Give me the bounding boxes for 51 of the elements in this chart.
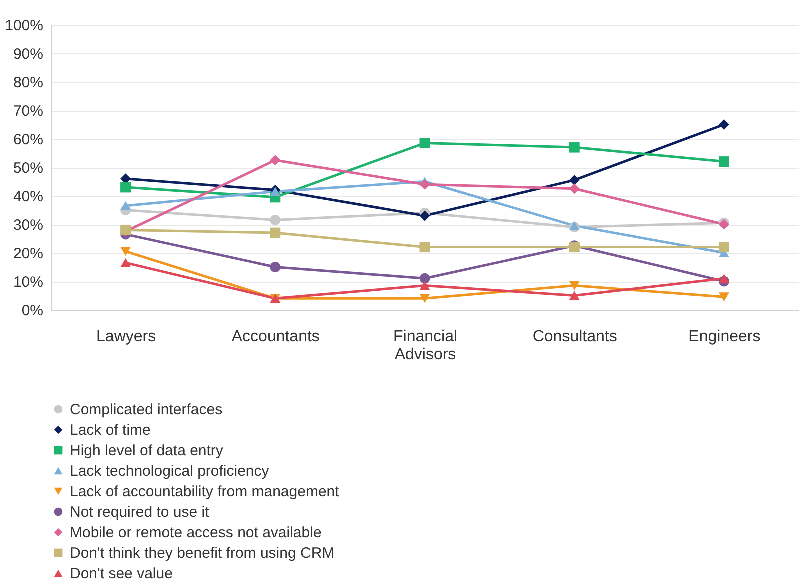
y-tick-label: 50% (13, 160, 44, 177)
point (270, 228, 281, 238)
point (420, 210, 430, 222)
x-tick-label: Lawyers (96, 328, 156, 346)
y-tick-label: 20% (13, 246, 44, 262)
point (120, 201, 132, 211)
point (420, 179, 430, 190)
point (718, 120, 730, 130)
point (270, 155, 281, 166)
legend-label: Lack of accountability from management (70, 484, 340, 500)
legend-label: Don't see value (70, 566, 173, 582)
legend-label: Not required to use it (70, 504, 210, 521)
point (569, 291, 580, 300)
point (420, 242, 430, 253)
legend-label: Lack technological proficiency (70, 463, 270, 480)
point (569, 142, 580, 153)
y-tick-label: 90% (13, 46, 44, 63)
x-tick-label: Accountants (232, 328, 320, 346)
point (569, 281, 580, 290)
point (718, 242, 730, 253)
point (569, 184, 580, 194)
point (120, 247, 132, 256)
point (270, 214, 281, 226)
y-tick-label: 70% (13, 103, 44, 120)
point (420, 273, 430, 284)
point (120, 258, 132, 268)
y-tick-label: 0% (22, 302, 44, 320)
point (718, 292, 730, 302)
point (569, 221, 580, 230)
point (120, 182, 132, 193)
point (270, 262, 281, 272)
y-tick-label: 60% (13, 132, 44, 148)
legend-label: Complicated interfaces (70, 402, 223, 418)
y-tick-label: 10% (13, 274, 44, 291)
point (718, 156, 730, 168)
legend-label: High level of data entry (70, 442, 224, 460)
x-tick-label: Consultants (532, 328, 618, 346)
legend-label: Mobile or remote access not available (70, 524, 322, 542)
x-tick-label: Financial Advisors (393, 328, 458, 364)
x-tick-label: Engineers (688, 328, 761, 346)
legend-label: Don't think they benefit from using CRM (70, 545, 335, 562)
point (420, 138, 430, 149)
point (718, 274, 730, 284)
point (420, 294, 430, 304)
legend-label: Lack of time (70, 422, 151, 439)
y-tick-label: 80% (13, 74, 44, 92)
y-tick-label: 40% (13, 188, 44, 206)
point (569, 175, 580, 186)
point (420, 281, 430, 290)
y-tick-label: 30% (13, 217, 44, 234)
y-tick-label: 100% (5, 18, 44, 34)
